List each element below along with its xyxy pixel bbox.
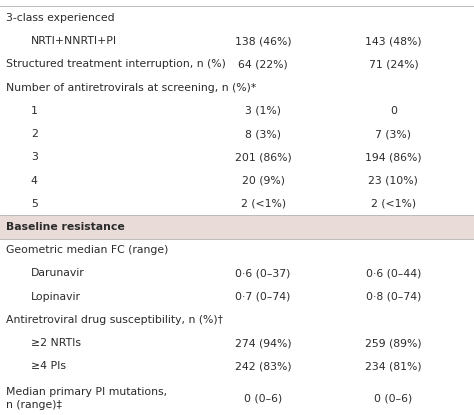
Text: 0·7 (0–74): 0·7 (0–74) [236, 292, 291, 302]
Text: 3-class experienced: 3-class experienced [6, 13, 114, 23]
Text: Median primary PI mutations,
n (range)‡: Median primary PI mutations, n (range)‡ [6, 387, 167, 410]
Text: 3: 3 [31, 152, 38, 162]
Text: 23 (10%): 23 (10%) [368, 176, 419, 186]
Text: 259 (89%): 259 (89%) [365, 338, 422, 348]
Text: 143 (48%): 143 (48%) [365, 36, 422, 46]
Text: Antiretroviral drug susceptibility, n (%)†: Antiretroviral drug susceptibility, n (%… [6, 315, 223, 325]
Text: 64 (22%): 64 (22%) [238, 59, 288, 69]
Text: 4: 4 [31, 176, 38, 186]
Text: Geometric median FC (range): Geometric median FC (range) [6, 245, 168, 255]
Text: Lopinavir: Lopinavir [31, 292, 81, 302]
Text: 20 (9%): 20 (9%) [242, 176, 284, 186]
Text: 0·8 (0–74): 0·8 (0–74) [366, 292, 421, 302]
Bar [0, 215, 474, 239]
Text: ≥4 PIs: ≥4 PIs [31, 361, 66, 371]
Text: Structured treatment interruption, n (%): Structured treatment interruption, n (%) [6, 59, 226, 69]
Text: 201 (86%): 201 (86%) [235, 152, 292, 162]
Text: 7 (3%): 7 (3%) [375, 129, 411, 139]
Text: 242 (83%): 242 (83%) [235, 361, 292, 371]
Text: 138 (46%): 138 (46%) [235, 36, 292, 46]
Text: Baseline resistance: Baseline resistance [6, 222, 125, 232]
Text: 3 (1%): 3 (1%) [245, 106, 281, 116]
Text: 274 (94%): 274 (94%) [235, 338, 292, 348]
Text: 0·6 (0–44): 0·6 (0–44) [366, 269, 421, 278]
Text: 2: 2 [31, 129, 38, 139]
Text: 0 (0–6): 0 (0–6) [244, 394, 282, 404]
Text: 2 (<1%): 2 (<1%) [371, 199, 416, 209]
Text: 8 (3%): 8 (3%) [245, 129, 281, 139]
Text: NRTI+NNRTI+PI: NRTI+NNRTI+PI [31, 36, 117, 46]
Text: 194 (86%): 194 (86%) [365, 152, 422, 162]
Text: 0·6 (0–37): 0·6 (0–37) [236, 269, 291, 278]
Text: 2 (<1%): 2 (<1%) [240, 199, 286, 209]
Text: 0: 0 [390, 106, 397, 116]
Text: 71 (24%): 71 (24%) [369, 59, 418, 69]
Text: 5: 5 [31, 199, 38, 209]
Text: ≥2 NRTIs: ≥2 NRTIs [31, 338, 81, 348]
Text: Number of antiretrovirals at screening, n (%)*: Number of antiretrovirals at screening, … [6, 83, 256, 93]
Text: 234 (81%): 234 (81%) [365, 361, 422, 371]
Text: 0 (0–6): 0 (0–6) [374, 394, 412, 404]
Text: 1: 1 [31, 106, 38, 116]
Text: Darunavir: Darunavir [31, 269, 84, 278]
